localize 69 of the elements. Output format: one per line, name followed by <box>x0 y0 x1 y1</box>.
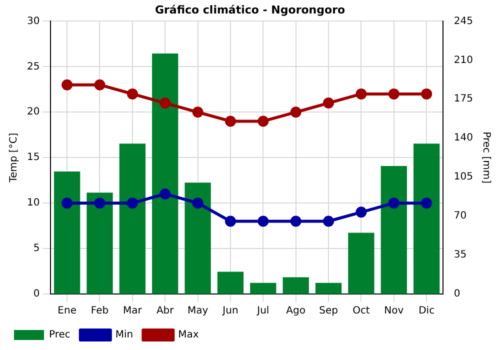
y-tick-label: 30 <box>26 16 40 27</box>
y-tick-label: 10 <box>26 198 40 209</box>
y2-tick-label: 70 <box>454 210 467 222</box>
legend-label: Prec <box>49 330 70 341</box>
point <box>160 98 171 109</box>
y-tick-label: 15 <box>26 152 40 164</box>
point <box>62 198 73 209</box>
point <box>356 88 367 100</box>
y2-tick-label: 175 <box>454 94 474 105</box>
bar <box>152 53 178 294</box>
x-tick-label: Mar <box>122 306 143 317</box>
y-tick-label: 25 <box>26 61 40 72</box>
point <box>323 98 334 109</box>
y2-tick-label: 35 <box>454 250 467 261</box>
y2-tick-label: 210 <box>454 54 474 66</box>
x-tick-label: Feb <box>90 306 109 317</box>
point <box>388 198 400 209</box>
point <box>94 198 106 209</box>
x-tick-label: Abr <box>156 306 175 317</box>
point <box>356 206 367 218</box>
point <box>94 79 106 90</box>
point <box>192 198 204 209</box>
y-tick-label: 0 <box>33 288 40 300</box>
chart-title: Gráfico climático - Ngorongoro <box>154 3 346 16</box>
point <box>192 106 204 118</box>
point <box>62 79 73 90</box>
x-tick-label: Dic <box>418 306 435 317</box>
point <box>126 88 138 100</box>
legend-label: Min <box>115 330 134 341</box>
y-tick-label: 5 <box>33 243 40 254</box>
point <box>388 88 400 100</box>
x-tick-label: Nov <box>384 306 404 317</box>
bar <box>119 144 146 294</box>
point <box>421 198 432 209</box>
point <box>258 216 269 227</box>
bar <box>250 282 276 294</box>
bar <box>380 166 407 294</box>
y2-tick-label: 140 <box>454 132 474 144</box>
bar <box>282 277 309 294</box>
y2-axis-title: Prec [mm] <box>480 132 492 184</box>
x-tick-label: Sep <box>319 306 338 317</box>
legend-label: Max <box>178 330 199 341</box>
point <box>290 216 302 227</box>
point <box>323 216 334 227</box>
bar <box>348 232 374 294</box>
point <box>290 106 302 118</box>
y2-tick-label: 105 <box>454 172 474 183</box>
bar <box>54 172 80 294</box>
x-tick-label: Jul <box>256 306 270 317</box>
x-tick-label: Ene <box>58 306 76 317</box>
bar <box>86 192 113 294</box>
point <box>224 216 236 227</box>
point <box>258 116 269 127</box>
bar <box>217 272 244 294</box>
y2-tick-label: 0 <box>454 288 460 300</box>
x-tick-label: Ago <box>286 306 306 317</box>
y2-tick-label: 245 <box>454 16 474 27</box>
bar <box>315 282 342 294</box>
point <box>126 198 138 209</box>
bar <box>414 144 440 294</box>
point <box>160 188 171 200</box>
x-tick-label: Oct <box>352 306 370 317</box>
y-axis-title: Temp [°C] <box>8 132 20 184</box>
bar <box>184 182 211 294</box>
point <box>224 116 236 127</box>
point <box>421 88 432 100</box>
x-tick-label: May <box>187 306 208 317</box>
x-tick-label: Jun <box>222 306 238 317</box>
y-tick-label: 20 <box>26 106 40 118</box>
